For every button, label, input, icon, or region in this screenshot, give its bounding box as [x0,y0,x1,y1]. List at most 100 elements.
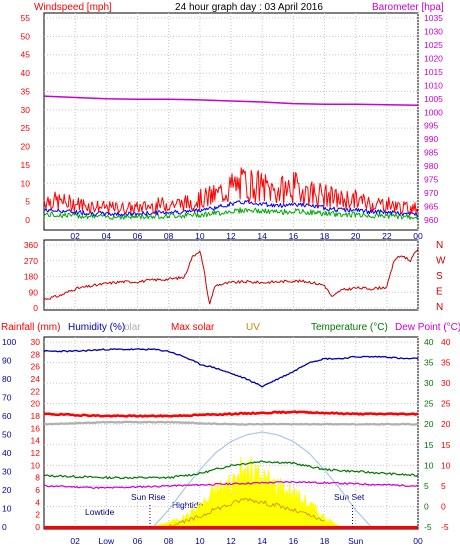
rain-tick-label: 24 [31,374,41,384]
dew-point-line [43,420,419,426]
temp-tick-label: 40 [424,337,434,347]
dew-tick-label: 5 [441,481,446,491]
bottom-time-label: 02 [70,536,80,546]
dew-tick-label: 25 [441,399,451,409]
humidity-tick-label: 30 [2,467,12,477]
wind-time-label: 18 [320,231,330,241]
direction-panel-frame [43,239,419,311]
bottom-time-label: Low [99,536,115,546]
rain-tick-label: 20 [31,399,41,409]
wind-tick-label: 25 [21,123,31,133]
bottom-time-label: 12 [226,536,236,546]
humidity-tick-label: 10 [2,504,12,514]
wind-time-label: 06 [133,231,143,241]
temp-tick-label: 0 [424,501,429,511]
rain-tick-label: 10 [31,460,41,470]
magenta-line [43,480,419,489]
dew-tick-label: 35 [441,358,451,368]
wind-time-label: 08 [164,231,174,241]
barometer-tick-label: 1015 [424,67,443,77]
wind-tick-label: 5 [25,197,30,207]
wind-time-label: 10 [195,231,205,241]
temperature-line [43,410,419,418]
humidity-tick-label: 20 [2,485,12,495]
barometer-tick-label: 1010 [424,80,443,90]
rain-tick-label: 18 [31,411,41,421]
wind-time-label: 02 [70,231,80,241]
wind-tick-label: 30 [21,105,31,115]
barometer-tick-label: 985 [424,148,438,158]
rain-tick-label: 22 [31,386,41,396]
dew-tick-label: 20 [441,419,451,429]
rain-tick-label: 26 [31,362,41,372]
rainfall-bar [44,526,418,529]
humidity-tick-label: 70 [2,393,12,403]
hightide-label: Hightide [172,500,203,510]
wind-time-label: 14 [257,231,267,241]
humidity-line [43,348,419,388]
direction-tick-label: 180 [24,272,38,282]
sunset-label: Sun Set [334,492,365,502]
wind-tick-label: 0 [25,215,30,225]
wind-time-label: 00 [413,231,423,241]
bottom-time-label: 16 [289,536,299,546]
humidity-tick-label: 90 [2,356,12,366]
wind-tick-label: 20 [21,142,31,152]
bottom-time-label: 14 [257,536,267,546]
rain-tick-label: 4 [35,497,40,507]
wind-direction-line [43,249,419,305]
rain-tick-label: 14 [31,436,41,446]
barometer-line [43,95,419,107]
dew-tick-label: 40 [441,337,451,347]
temperature-legend: Temperature (°C) [311,322,388,333]
compass-label: E [436,287,443,298]
dew-tick-label: 10 [441,460,451,470]
barometer-tick-label: 1000 [424,107,443,117]
max-solar-legend: Max solar [171,322,215,333]
dew-tick-label: 0 [441,501,446,511]
wind-tick-label: 10 [21,178,31,188]
bottom-time-label: 06 [133,536,143,546]
wind-tick-label: 15 [21,160,31,170]
barometer-label: Barometer [hpa] [372,2,444,13]
barometer-tick-label: 1005 [424,94,443,104]
rainfall-legend: Rainfall (mm) [1,322,60,333]
wind-tick-label: 35 [21,86,31,96]
wind-time-label: 12 [226,231,236,241]
sunrise-label: Sun Rise [131,492,166,502]
lowtide-label: Lowtide [85,507,115,517]
rain-tick-label: 0 [35,522,40,532]
compass-label: S [436,271,443,282]
temp-tick-label: 35 [424,358,434,368]
compass-label: N [436,240,443,251]
temp-tick-label: 25 [424,399,434,409]
barometer-tick-label: 1035 [424,13,443,23]
dew-tick-label: 30 [441,378,451,388]
temp-tick-label: 15 [424,440,434,450]
direction-tick-label: 90 [29,287,39,297]
temp-tick-label: -5 [424,522,432,532]
dew-tick-label: 15 [441,440,451,450]
rain-tick-label: 30 [31,337,41,347]
humidity-legend: Humidity (%) [68,322,125,333]
humidity-tick-label: 0 [2,522,7,532]
barometer-tick-label: 1030 [424,26,443,36]
uv-line [168,497,325,528]
chart-title: 24 hour graph day : 03 April 2016 [175,2,323,13]
wind-tick-label: 45 [21,50,31,60]
dew-point-legend: Dew Point (°C) [395,322,460,333]
barometer-tick-label: 1020 [424,53,443,63]
rain-tick-label: 2 [35,510,40,520]
wind-time-label: 16 [289,231,299,241]
temp-tick-label: 20 [424,419,434,429]
temp-tick-label: 10 [424,460,434,470]
compass-label: N [436,302,443,313]
barometer-tick-label: 965 [424,202,438,212]
solar-legend: olar [124,322,141,333]
windspeed-label: Windspeed [mph] [34,2,112,13]
humidity-tick-label: 100 [2,337,16,347]
humidity-tick-label: 40 [2,448,12,458]
temp-tick-label: 5 [424,481,429,491]
rain-tick-label: 16 [31,423,41,433]
